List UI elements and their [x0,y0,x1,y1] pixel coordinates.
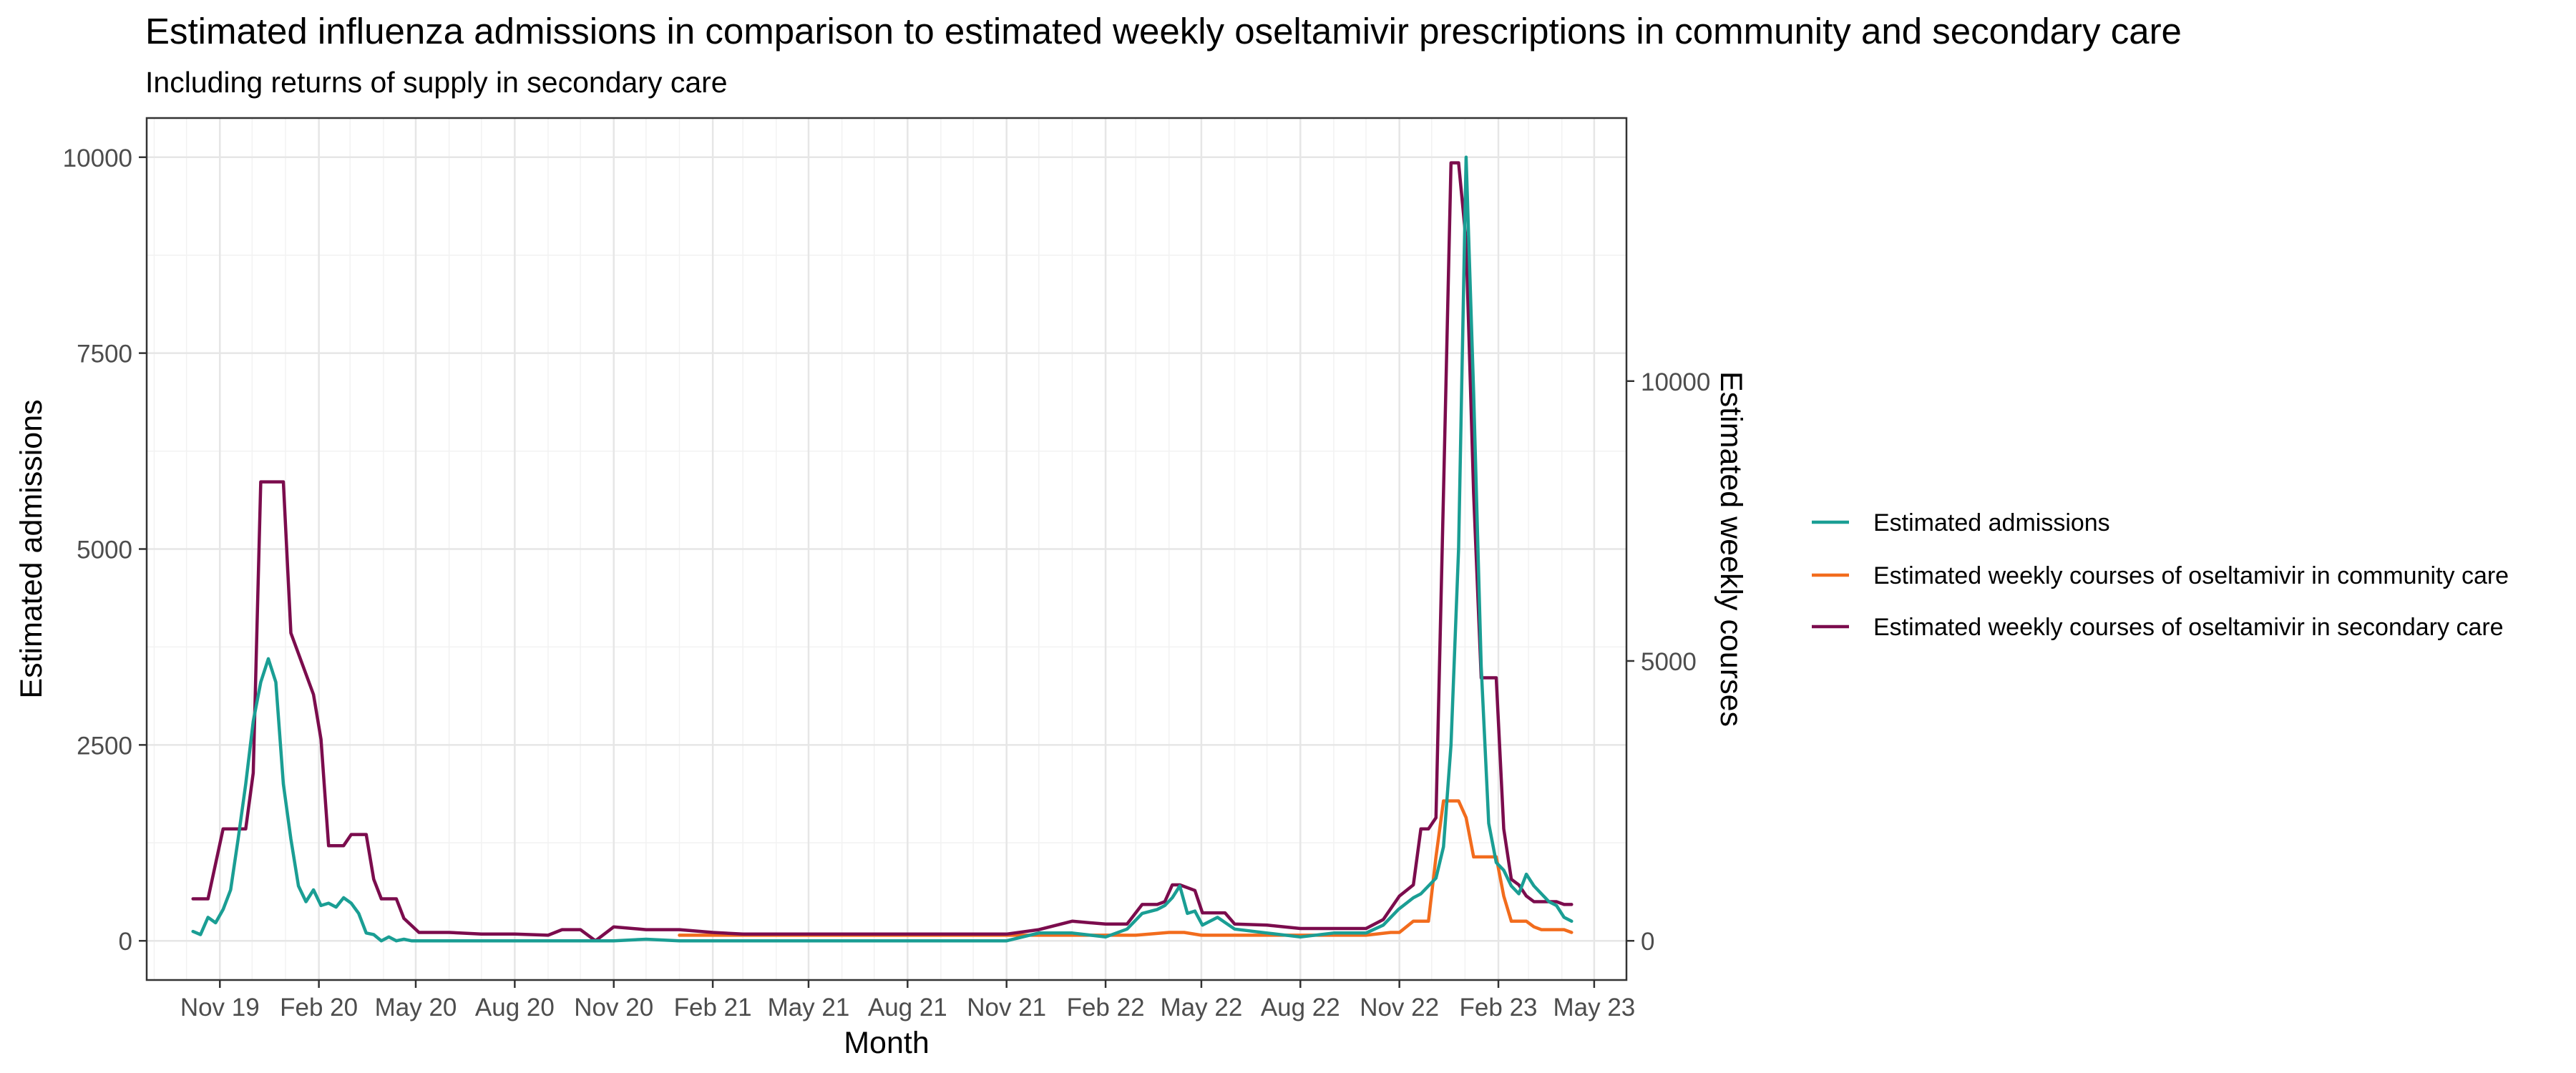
chart-subtitle: Including returns of supply in secondary… [145,66,728,99]
x-tick-label: Feb 23 [1460,994,1538,1021]
y-axis-label: Estimated admissions [14,399,49,698]
x-tick-label: Nov 20 [574,994,653,1021]
x-tick-label: May 22 [1161,994,1243,1021]
y2-axis-label: Estimated weekly courses [1714,371,1748,727]
x-tick-label: Feb 20 [280,994,358,1021]
legend-label: Estimated admissions [1873,509,2110,536]
bottom-axis: Nov 19 Feb 20 May 20 Aug 20 Nov 20 Feb 21 May … [180,980,1635,1021]
y-tick-label: 7500 [77,340,132,368]
legend-label: Estimated weekly courses of oseltamivir … [1873,614,2504,641]
y2-tick-label: 10000 [1641,368,1710,396]
legend-label: Estimated weekly courses of oseltamivir … [1873,562,2509,589]
y-tick-label: 2500 [77,732,132,760]
x-tick-label: May 23 [1553,994,1635,1021]
y-tick-label: 10000 [63,144,132,172]
left-axis: 0 2500 5000 7500 10000 [63,144,147,956]
x-tick-label: Aug 20 [475,994,555,1021]
series-line-estimated-admissions [191,155,1574,943]
chart-title: Estimated influenza admissions in compar… [145,11,2182,52]
right-axis: 0 5000 10000 [1626,368,1710,956]
y2-tick-label: 5000 [1641,648,1697,676]
x-tick-label: May 20 [375,994,457,1021]
series-lines [191,155,1574,943]
x-tick-label: Feb 22 [1067,994,1145,1021]
y-tick-label: 0 [119,928,132,956]
y-tick-label: 5000 [77,536,132,564]
legend: Estimated admissions Estimated weekly cou… [1812,509,2509,641]
y2-tick-label: 0 [1641,928,1654,956]
major-gridlines [147,118,1626,980]
series-line-estimated-weekly-courses-of-oseltamivir-in-secondary-care [191,161,1574,943]
x-tick-label: Nov 22 [1360,994,1439,1021]
x-tick-label: Nov 21 [967,994,1046,1021]
x-axis-label: Month [844,1026,930,1060]
x-tick-label: Aug 22 [1261,994,1340,1021]
x-tick-label: Nov 19 [180,994,260,1021]
x-tick-label: Feb 21 [674,994,752,1021]
x-tick-label: May 21 [768,994,850,1021]
x-tick-label: Aug 21 [868,994,947,1021]
